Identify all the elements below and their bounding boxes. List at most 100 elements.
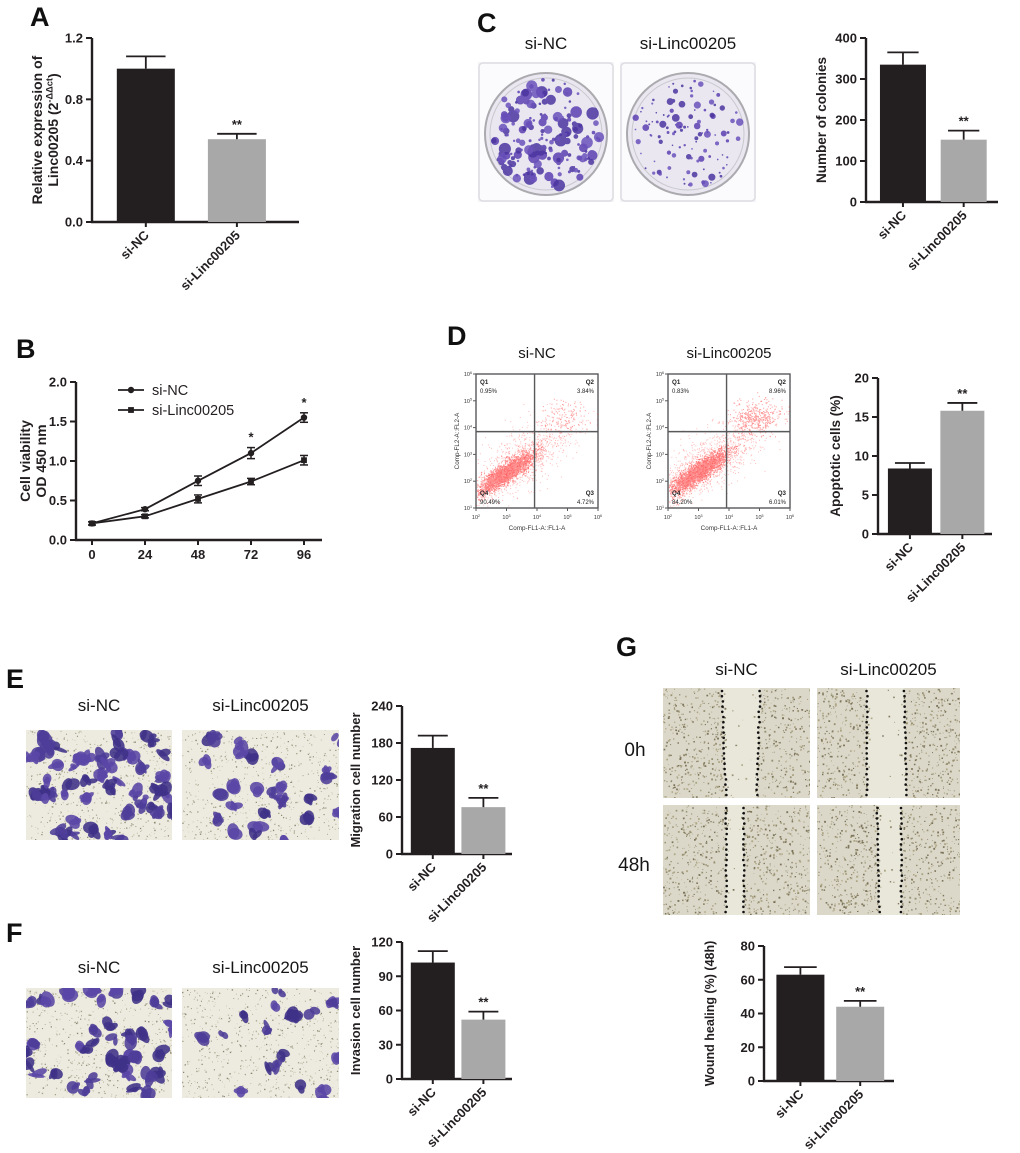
invasion-caption-si-linc00205: si-Linc00205	[212, 958, 309, 977]
svg-text:4.72%: 4.72%	[577, 500, 595, 506]
svg-text:180: 180	[371, 736, 393, 751]
svg-text:si-NC: si-NC	[881, 539, 916, 574]
svg-text:Q2: Q2	[586, 379, 595, 386]
wound-image-si-linc00205-48h	[817, 805, 960, 915]
svg-text:5: 5	[862, 488, 869, 503]
svg-text:105: 105	[656, 398, 664, 405]
svg-text:Q3: Q3	[778, 490, 787, 497]
panel-e-label: E	[6, 664, 25, 694]
svg-text:0.0: 0.0	[65, 215, 83, 230]
svg-text:0.95%: 0.95%	[480, 389, 498, 395]
svg-text:si-NC: si-NC	[404, 859, 439, 894]
svg-text:105: 105	[464, 398, 472, 405]
svg-text:0: 0	[850, 195, 857, 210]
viability-line-chart: 0.0 0.5 1.0 1.5 2.0 0 24 48 72 96 * * si-NC si-Linc00…	[16, 350, 352, 592]
svg-text:72: 72	[244, 547, 258, 562]
panel-d-label: D	[447, 321, 467, 351]
svg-text:si-Linc00205: si-Linc00205	[177, 228, 243, 294]
svg-text:si-NC: si-NC	[772, 1086, 807, 1121]
wound-caption-si-linc00205: si-Linc00205	[840, 660, 937, 679]
colony-dish-image-si-linc00205	[620, 62, 756, 202]
svg-text:1.0: 1.0	[49, 454, 67, 469]
svg-text:6.01%: 6.01%	[769, 500, 787, 506]
panel-b-label: B	[16, 334, 36, 364]
svg-text:240: 240	[371, 699, 393, 714]
svg-text:**: **	[478, 781, 489, 796]
invasion-caption-si-nc: si-NC	[77, 958, 121, 977]
svg-text:Wound healing (%) (48h): Wound healing (%) (48h)	[703, 941, 717, 1087]
svg-text:300: 300	[835, 72, 857, 87]
wound-image-si-nc-0h	[663, 688, 810, 798]
svg-text:20: 20	[855, 371, 869, 386]
svg-text:**: **	[957, 386, 968, 401]
svg-text:15: 15	[855, 410, 869, 425]
svg-text:Q3: Q3	[586, 490, 595, 497]
svg-text:Comp-FL2-A::FL2-A: Comp-FL2-A::FL2-A	[454, 412, 461, 469]
svg-text:Cell viability: Cell viability	[17, 420, 33, 502]
svg-text:120: 120	[371, 773, 393, 788]
svg-text:8.96%: 8.96%	[769, 389, 787, 395]
svg-text:0: 0	[88, 547, 95, 562]
panel-a-label: A	[30, 2, 50, 32]
invasion-image-si-linc00205	[182, 988, 339, 1098]
svg-text:90.49%: 90.49%	[480, 500, 501, 506]
svg-text:Number of colonies: Number of colonies	[814, 57, 829, 183]
svg-text:si-Linc00205: si-Linc00205	[801, 1087, 867, 1153]
colony-dish-image-si-nc	[478, 62, 614, 202]
wound-row-label-0h: 0h	[624, 740, 646, 761]
svg-text:103: 103	[656, 451, 664, 458]
svg-text:*: *	[301, 395, 307, 410]
svg-text:si-NC: si-NC	[874, 207, 909, 242]
svg-text:104: 104	[656, 425, 664, 432]
svg-text:24: 24	[138, 547, 153, 562]
svg-text:10: 10	[855, 449, 869, 464]
svg-text:si-NC: si-NC	[117, 227, 152, 262]
svg-text:0.83%: 0.83%	[672, 389, 690, 395]
flow-cytometry-plot-si-nc: si-NC 102 103 104 105 106 101 102 103 104 105 106 Co…	[450, 340, 608, 552]
svg-text:**: **	[232, 117, 243, 132]
migration-caption-si-linc00205: si-Linc00205	[212, 696, 309, 715]
wound-image-si-nc-48h	[663, 805, 810, 915]
svg-text:102: 102	[664, 514, 672, 521]
svg-text:102: 102	[464, 478, 472, 485]
svg-text:80: 80	[741, 939, 755, 954]
svg-text:106: 106	[656, 371, 664, 378]
svg-text:200: 200	[835, 113, 857, 128]
svg-text:si-Linc00205: si-Linc00205	[686, 345, 771, 362]
svg-text:103: 103	[694, 514, 702, 521]
svg-text:96: 96	[297, 547, 311, 562]
invasion-image-si-nc	[26, 988, 172, 1098]
svg-text:0.0: 0.0	[49, 533, 67, 548]
svg-text:84.20%: 84.20%	[672, 500, 693, 506]
svg-text:101: 101	[656, 505, 664, 512]
svg-text:106: 106	[594, 514, 602, 521]
svg-text:105: 105	[563, 514, 571, 521]
migration-caption-si-nc: si-NC	[77, 696, 121, 715]
svg-text:Q4: Q4	[480, 490, 489, 497]
svg-text:103: 103	[502, 514, 510, 521]
svg-text:104: 104	[464, 425, 472, 432]
svg-text:1.5: 1.5	[49, 414, 67, 429]
svg-text:100: 100	[835, 154, 857, 169]
svg-text:48: 48	[191, 547, 205, 562]
svg-text:102: 102	[656, 478, 664, 485]
invasion-bar-chart: 0 30 60 90 120 si-NC ** si-Linc00205 Invasion ce…	[346, 926, 524, 1153]
svg-text:2.0: 2.0	[49, 375, 67, 390]
wound-row-label-48h: 48h	[618, 855, 650, 876]
svg-text:Relative expression of: Relative expression of	[29, 55, 45, 204]
svg-text:20: 20	[741, 1040, 755, 1055]
svg-text:Q4: Q4	[672, 490, 681, 497]
svg-text:30: 30	[379, 1037, 393, 1052]
svg-text:Invasion cell number: Invasion cell number	[348, 946, 363, 1075]
svg-text:Comp-FL1-A::FL1-A: Comp-FL1-A::FL1-A	[509, 525, 566, 532]
colony-caption-si-linc00205: si-Linc00205	[639, 34, 737, 53]
svg-text:3.84%: 3.84%	[577, 389, 595, 395]
svg-text:Migration cell number: Migration cell number	[348, 712, 363, 847]
svg-text:*: *	[248, 430, 254, 445]
svg-text:si-NC: si-NC	[518, 345, 556, 362]
svg-text:**: **	[959, 114, 970, 129]
svg-text:Comp-FL1-A::FL1-A: Comp-FL1-A::FL1-A	[701, 525, 758, 532]
svg-text:400: 400	[835, 31, 857, 46]
svg-text:60: 60	[741, 972, 755, 987]
